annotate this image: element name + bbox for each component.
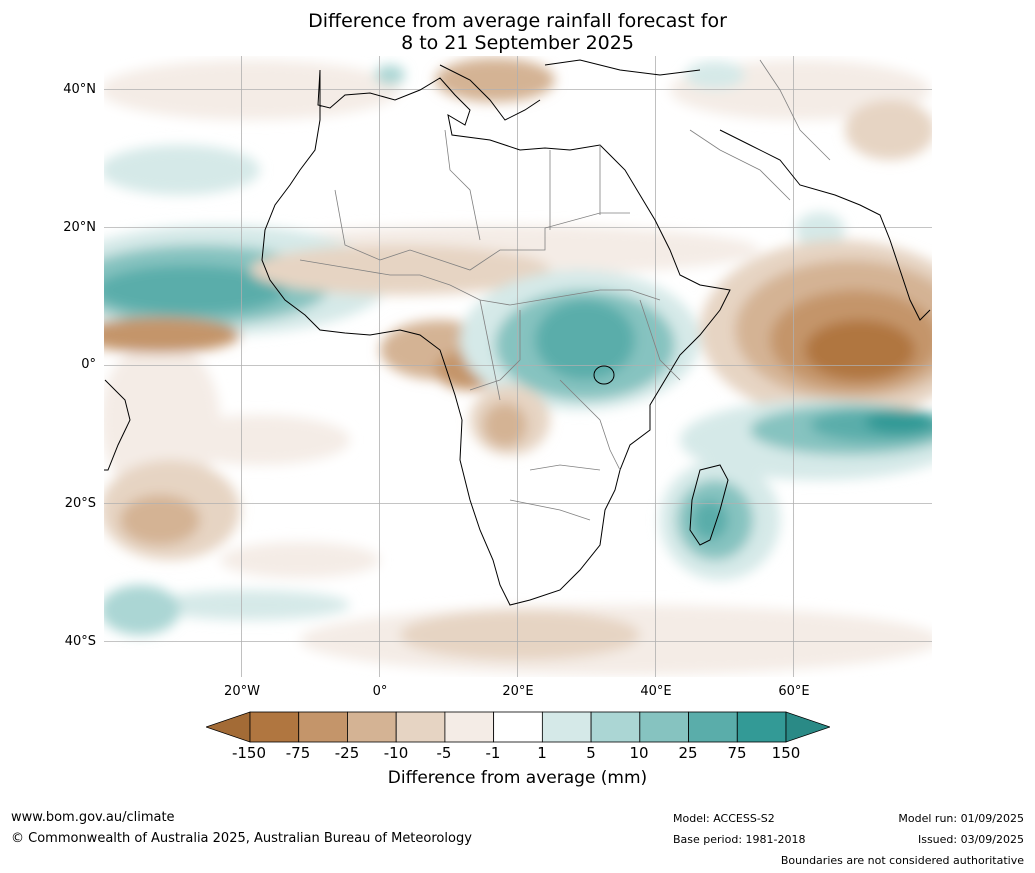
colorbar-extend-low — [206, 711, 251, 743]
cb-tick: -150 — [231, 744, 267, 762]
graticule — [104, 56, 932, 677]
lat-label-40s: 40°S — [64, 634, 96, 649]
lon-label-40e: 40°E — [640, 684, 672, 699]
colorbar-title: Difference from average (mm) — [387, 768, 648, 788]
lake-victoria — [593, 365, 615, 385]
lon-label-20e: 20°E — [502, 684, 534, 699]
country-borders — [299, 59, 831, 521]
issued-text: Issued: 03/09/2025 — [917, 833, 1024, 846]
cb-tick: 150 — [771, 744, 801, 762]
colorbar-segment — [590, 711, 641, 743]
rainfall-anomaly-shading — [104, 58, 932, 675]
cb-tick: -5 — [436, 744, 452, 762]
coastlines — [104, 59, 931, 606]
cb-tick: 5 — [586, 744, 596, 762]
colorbar-segment — [249, 711, 300, 743]
colorbar-segment — [639, 711, 689, 743]
cb-tick: -75 — [285, 744, 311, 762]
lat-label-40n: 40°N — [63, 82, 96, 97]
lat-label-20s: 20°S — [64, 496, 96, 511]
model-text: Model: ACCESS-S2 — [673, 812, 775, 825]
map-title: Difference from average rainfall forecas… — [0, 10, 1035, 54]
boundaries-note: Boundaries are not considered authoritat… — [780, 854, 1024, 867]
copyright-text: © Commonwealth of Australia 2025, Austra… — [11, 831, 472, 846]
colorbar-segment — [395, 711, 446, 743]
cb-tick: 10 — [629, 744, 649, 762]
title-line-1: Difference from average rainfall forecas… — [308, 10, 727, 32]
colorbar-extend-high — [785, 711, 830, 743]
cb-tick: -10 — [383, 744, 409, 762]
cb-tick: 25 — [678, 744, 698, 762]
cb-tick: 1 — [537, 744, 547, 762]
title-line-2: 8 to 21 September 2025 — [401, 32, 634, 54]
cb-tick: -1 — [485, 744, 501, 762]
cb-tick: 75 — [727, 744, 747, 762]
map-canvas — [104, 56, 932, 677]
colorbar-segment — [347, 711, 397, 743]
colorbar-segment — [736, 711, 787, 743]
lat-label-20n: 20°N — [63, 220, 96, 235]
colorbar-segment — [688, 711, 738, 743]
colorbar-segment — [493, 711, 543, 743]
lon-label-0: 0° — [372, 684, 388, 699]
colorbar-segment — [298, 711, 348, 743]
lon-label-20w: 20°W — [224, 684, 260, 699]
cb-tick: -25 — [334, 744, 360, 762]
base-period-text: Base period: 1981-2018 — [673, 833, 806, 846]
colorbar — [206, 711, 830, 743]
website-link[interactable]: www.bom.gov.au/climate — [11, 810, 175, 825]
colorbar-segment — [541, 711, 592, 743]
colorbar-segment — [444, 711, 495, 743]
rainfall-anomaly-map — [104, 56, 932, 677]
lon-label-60e: 60°E — [778, 684, 810, 699]
lat-label-0: 0° — [81, 357, 96, 372]
model-run-text: Model run: 01/09/2025 — [898, 812, 1024, 825]
